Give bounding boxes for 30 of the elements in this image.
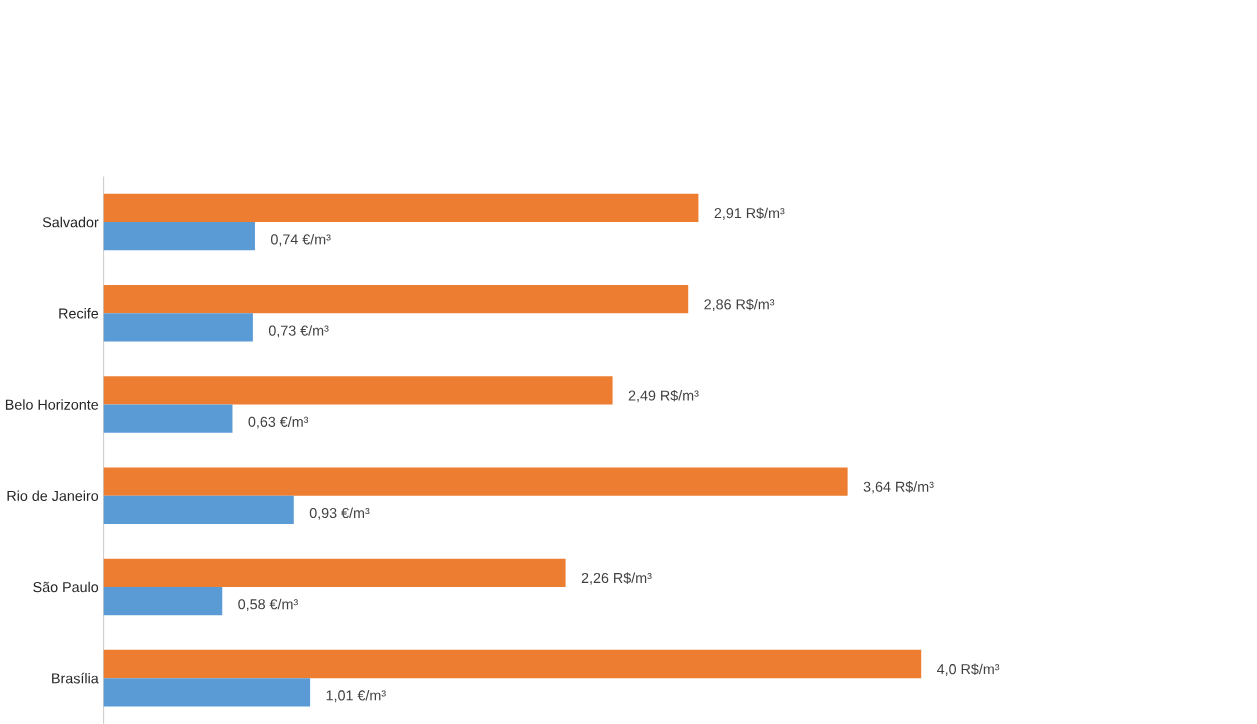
bar [103, 313, 253, 342]
y-tick-label: Brasília [52, 672, 99, 684]
bar [103, 284, 689, 314]
bar [103, 495, 294, 524]
data-label: 0,58 €/m³ [238, 598, 298, 611]
bar [103, 586, 223, 616]
data-label: 1,01 €/m³ [326, 689, 386, 703]
bar [103, 558, 566, 587]
data-label: 2,91 R$/m³ [714, 207, 785, 220]
data-label: 0,74 €/m³ [270, 233, 331, 247]
bar [103, 404, 233, 433]
y-tick-label: Belo Horizonte [5, 399, 99, 410]
bar [103, 678, 311, 707]
data-label: 2,49 R$/m³ [628, 389, 699, 403]
data-label: 0,73 €/m³ [268, 325, 329, 338]
y-tick-label: São Paulo [33, 581, 99, 593]
data-label: 2,26 R$/m³ [581, 572, 652, 585]
data-label: 3,64 R$/m³ [863, 481, 934, 494]
bar [103, 649, 922, 679]
y-tick-label: Recife [59, 307, 99, 319]
bar [103, 467, 848, 496]
data-label: 4,0 R$/m³ [937, 663, 1000, 676]
data-label: 0,63 €/m³ [248, 416, 309, 429]
bar [103, 193, 699, 222]
y-tick-label: Salvador [42, 216, 99, 228]
bar [103, 376, 613, 405]
data-label: 0,93 €/m³ [309, 507, 370, 520]
data-label: 2,86 R$/m³ [704, 298, 775, 312]
y-tick-label: Rio de Janeiro [7, 490, 99, 501]
bar [103, 222, 255, 251]
